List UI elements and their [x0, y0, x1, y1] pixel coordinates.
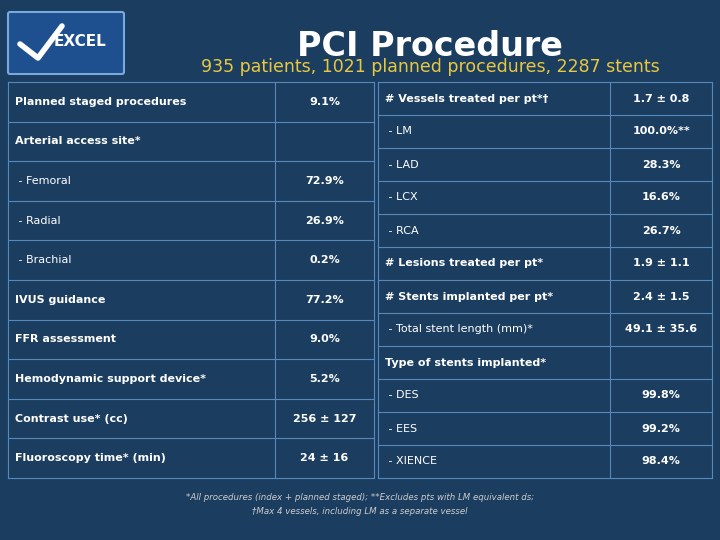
- Text: 26.9%: 26.9%: [305, 215, 344, 226]
- Bar: [610, 412, 712, 445]
- Bar: [8, 399, 275, 438]
- Bar: [610, 148, 712, 181]
- Bar: [610, 445, 712, 478]
- Text: 100.0%**: 100.0%**: [632, 126, 690, 137]
- Bar: [378, 379, 610, 412]
- Bar: [275, 240, 374, 280]
- Bar: [8, 320, 275, 359]
- Text: PCI Procedure: PCI Procedure: [297, 30, 563, 63]
- Bar: [8, 201, 275, 240]
- Bar: [378, 313, 610, 346]
- Bar: [275, 320, 374, 359]
- Text: Planned staged procedures: Planned staged procedures: [15, 97, 186, 107]
- Text: Hemodynamic support device*: Hemodynamic support device*: [15, 374, 206, 384]
- Text: 72.9%: 72.9%: [305, 176, 344, 186]
- Bar: [378, 148, 610, 181]
- Text: - LM: - LM: [385, 126, 412, 137]
- Text: 9.1%: 9.1%: [309, 97, 340, 107]
- Text: 9.0%: 9.0%: [309, 334, 340, 345]
- Bar: [275, 161, 374, 201]
- Text: 77.2%: 77.2%: [305, 295, 344, 305]
- Text: Fluoroscopy time* (min): Fluoroscopy time* (min): [15, 453, 166, 463]
- Text: 1.7 ± 0.8: 1.7 ± 0.8: [633, 93, 689, 104]
- Bar: [610, 346, 712, 379]
- Bar: [275, 280, 374, 320]
- Text: 1.9 ± 1.1: 1.9 ± 1.1: [633, 259, 689, 268]
- Text: 28.3%: 28.3%: [642, 159, 680, 170]
- Text: - EES: - EES: [385, 423, 417, 434]
- Text: - Brachial: - Brachial: [15, 255, 71, 265]
- Text: # Stents implanted per pt*: # Stents implanted per pt*: [385, 292, 553, 301]
- FancyBboxPatch shape: [8, 12, 124, 74]
- Bar: [610, 280, 712, 313]
- Bar: [8, 82, 275, 122]
- Bar: [378, 115, 610, 148]
- Text: 256 ± 127: 256 ± 127: [293, 414, 356, 423]
- Text: EXCEL: EXCEL: [53, 35, 107, 50]
- Text: 16.6%: 16.6%: [642, 192, 680, 202]
- Text: 26.7%: 26.7%: [642, 226, 680, 235]
- Bar: [378, 346, 610, 379]
- Text: 2.4 ± 1.5: 2.4 ± 1.5: [633, 292, 689, 301]
- Bar: [8, 280, 275, 320]
- Text: # Lesions treated per pt*: # Lesions treated per pt*: [385, 259, 543, 268]
- Text: FFR assessment: FFR assessment: [15, 334, 116, 345]
- Text: †Max 4 vessels, including LM as a separate vessel: †Max 4 vessels, including LM as a separa…: [252, 508, 468, 516]
- Bar: [610, 115, 712, 148]
- Text: - LCX: - LCX: [385, 192, 418, 202]
- Text: 0.2%: 0.2%: [309, 255, 340, 265]
- Bar: [378, 181, 610, 214]
- Text: 935 patients, 1021 planned procedures, 2287 stents: 935 patients, 1021 planned procedures, 2…: [201, 58, 660, 76]
- Bar: [378, 445, 610, 478]
- Bar: [378, 247, 610, 280]
- Text: IVUS guidance: IVUS guidance: [15, 295, 105, 305]
- Text: Arterial access site*: Arterial access site*: [15, 137, 140, 146]
- Text: 99.8%: 99.8%: [642, 390, 680, 401]
- Bar: [275, 82, 374, 122]
- Bar: [275, 359, 374, 399]
- Bar: [610, 214, 712, 247]
- Text: 99.2%: 99.2%: [642, 423, 680, 434]
- Bar: [8, 240, 275, 280]
- Bar: [275, 438, 374, 478]
- Text: - LAD: - LAD: [385, 159, 418, 170]
- Bar: [610, 379, 712, 412]
- Text: - Femoral: - Femoral: [15, 176, 71, 186]
- Text: - XIENCE: - XIENCE: [385, 456, 437, 467]
- Text: # Vessels treated per pt*†: # Vessels treated per pt*†: [385, 93, 549, 104]
- Bar: [8, 161, 275, 201]
- Text: 49.1 ± 35.6: 49.1 ± 35.6: [625, 325, 697, 334]
- Text: 98.4%: 98.4%: [642, 456, 680, 467]
- Text: Contrast use* (cc): Contrast use* (cc): [15, 414, 128, 423]
- Bar: [8, 122, 275, 161]
- Text: Type of stents implanted*: Type of stents implanted*: [385, 357, 546, 368]
- Text: - DES: - DES: [385, 390, 418, 401]
- Bar: [378, 412, 610, 445]
- Bar: [610, 313, 712, 346]
- Bar: [378, 82, 610, 115]
- Bar: [610, 181, 712, 214]
- Text: - RCA: - RCA: [385, 226, 418, 235]
- Text: - Total stent length (mm)*: - Total stent length (mm)*: [385, 325, 533, 334]
- Text: - Radial: - Radial: [15, 215, 60, 226]
- Bar: [610, 247, 712, 280]
- Bar: [378, 214, 610, 247]
- Bar: [275, 201, 374, 240]
- Text: *All procedures (index + planned staged); **Excludes pts with LM equivalent ds;: *All procedures (index + planned staged)…: [186, 494, 534, 503]
- Text: 24 ± 16: 24 ± 16: [300, 453, 348, 463]
- Bar: [275, 122, 374, 161]
- Bar: [8, 359, 275, 399]
- Bar: [8, 438, 275, 478]
- Text: 5.2%: 5.2%: [309, 374, 340, 384]
- Bar: [275, 399, 374, 438]
- Bar: [378, 280, 610, 313]
- Bar: [610, 82, 712, 115]
